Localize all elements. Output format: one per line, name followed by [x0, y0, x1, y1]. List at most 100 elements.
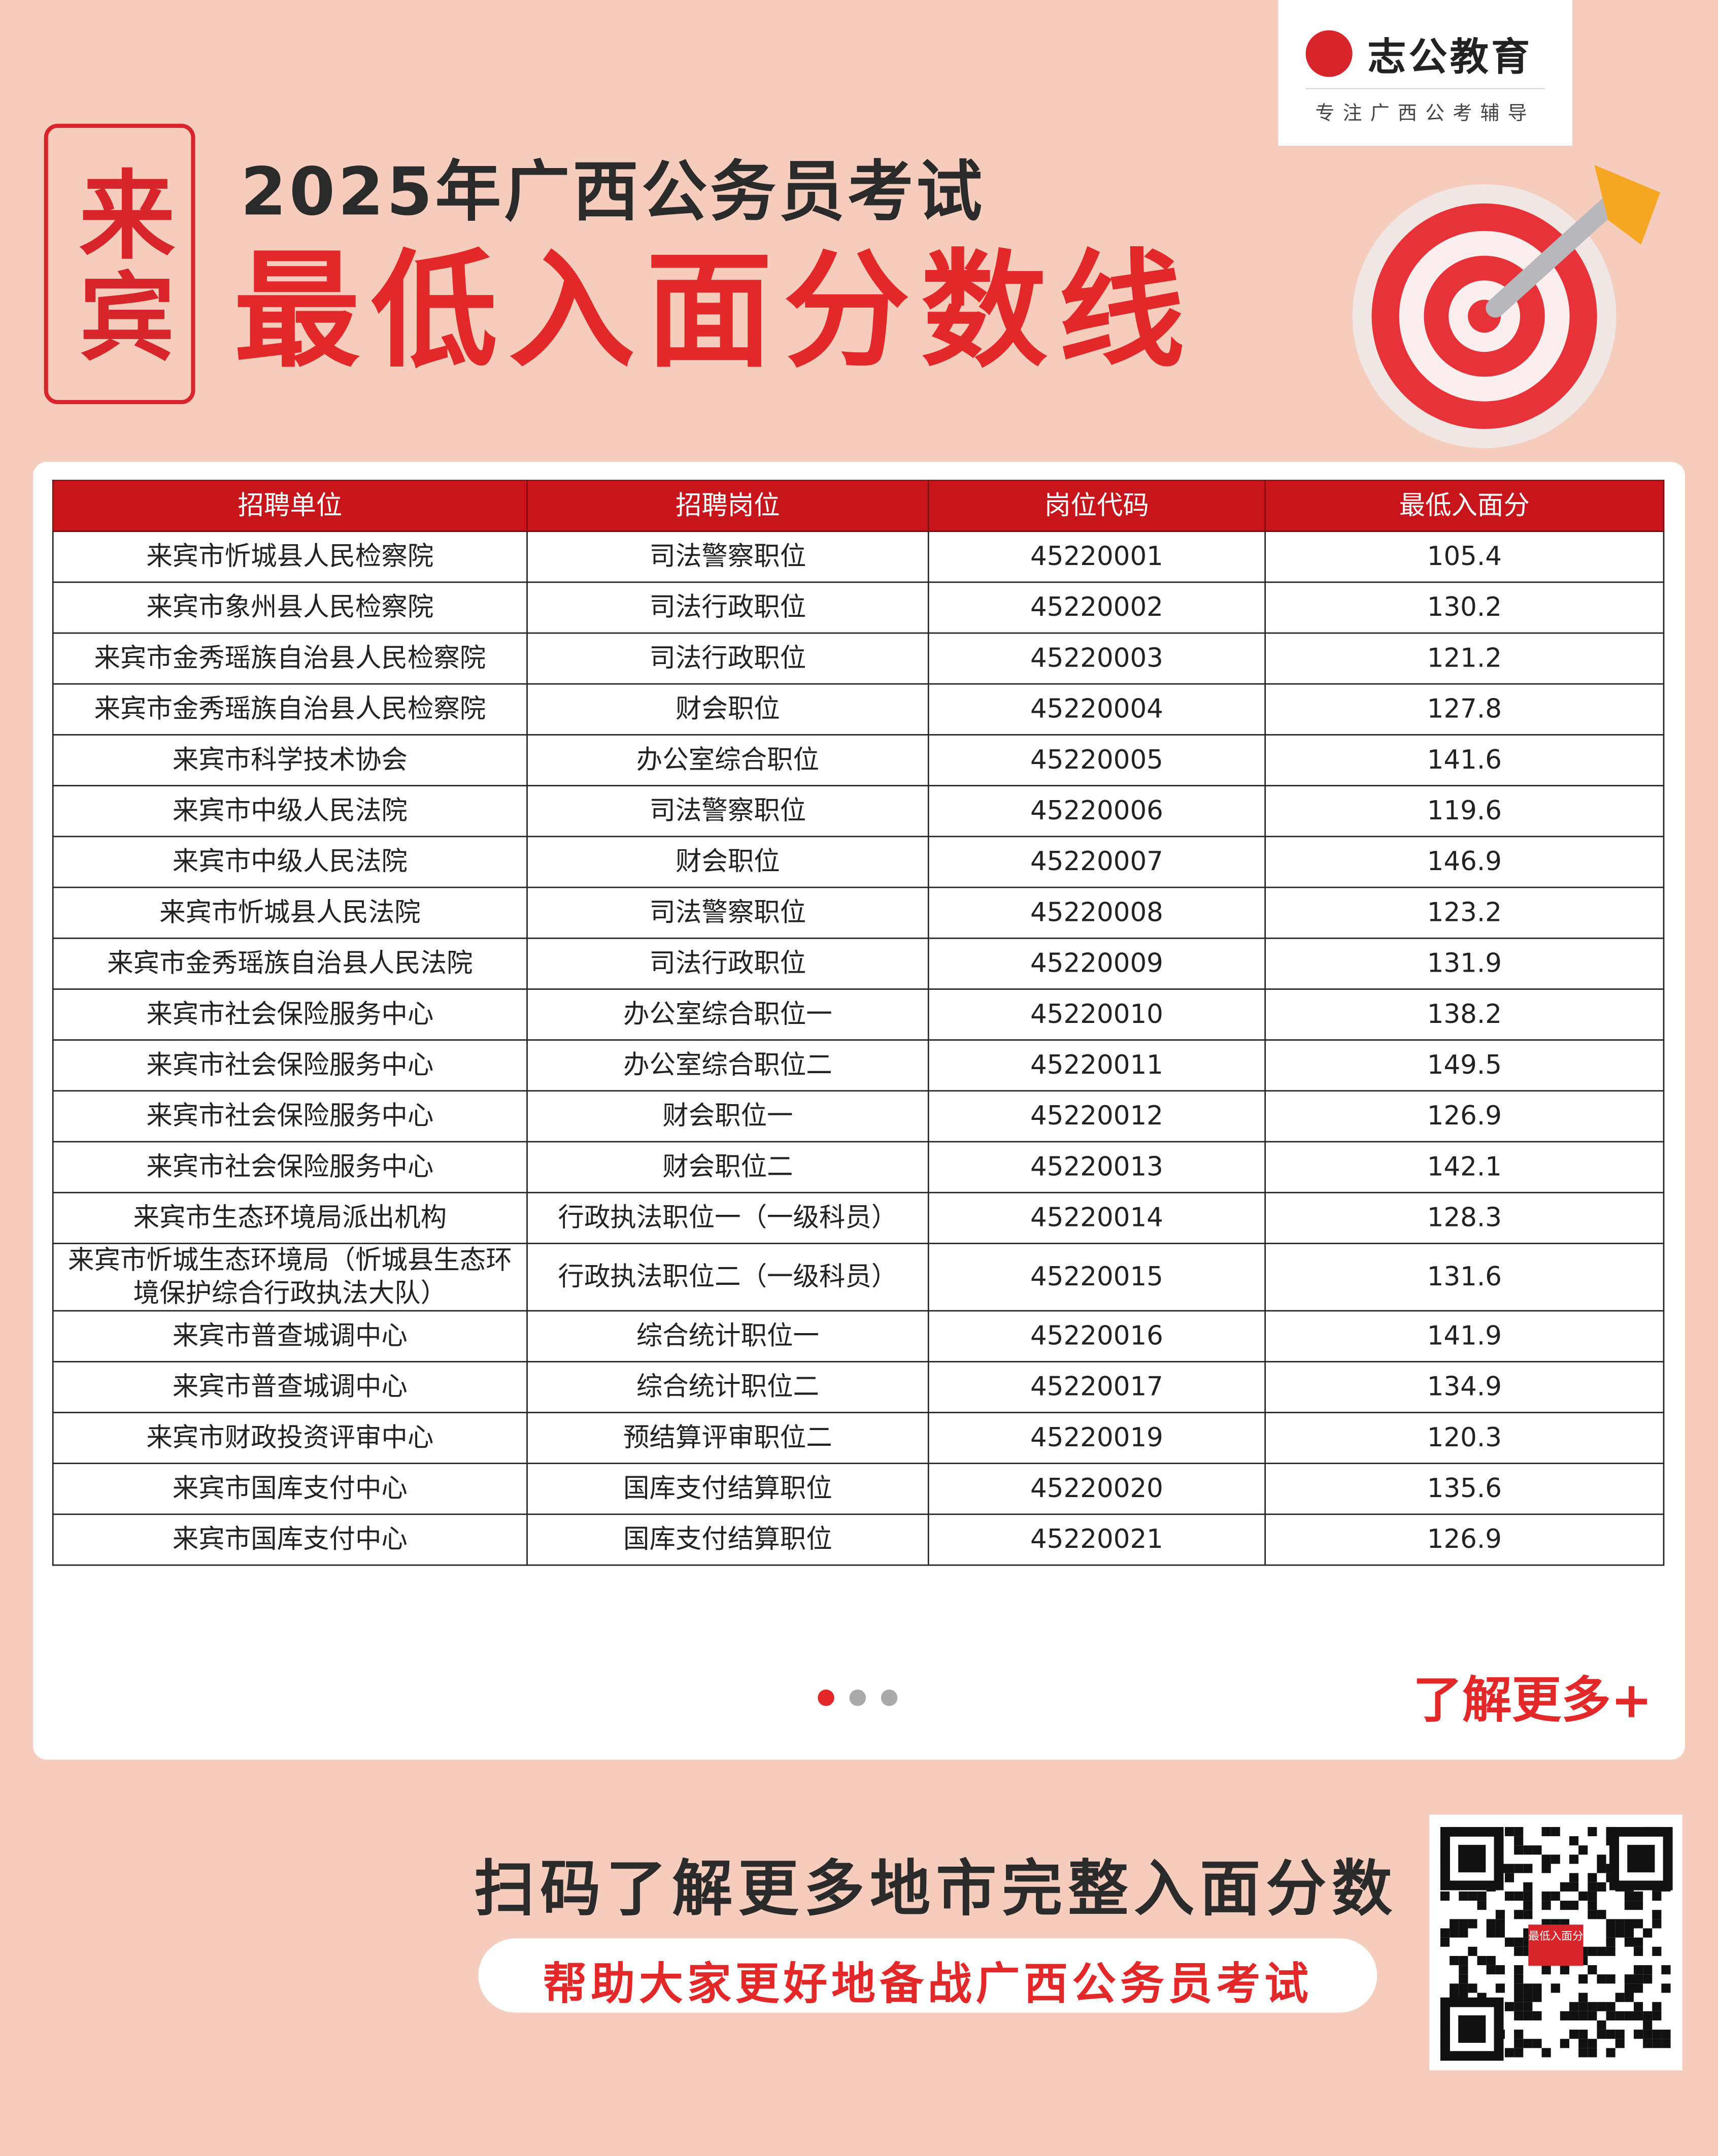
more-link[interactable]: 了解更多+	[1412, 1673, 1653, 1730]
table-cell: 134.9	[1264, 1361, 1665, 1413]
qr-module	[1532, 2039, 1542, 2048]
column-header: 最低入面分	[1264, 480, 1665, 532]
qr-code[interactable]	[1429, 1814, 1682, 2071]
table-cell: 126.9	[1264, 1513, 1665, 1566]
qr-module	[1633, 1965, 1643, 1975]
qr-module	[1597, 2002, 1606, 2011]
qr-module	[1569, 1901, 1579, 1910]
table-row: 来宾市金秀瑶族自治县人民法院 司法行政职位 45220009 131.9	[52, 937, 1665, 990]
table-cell: 138.2	[1264, 988, 1665, 1041]
qr-module	[1624, 1928, 1634, 1938]
table-cell: 来宾市金秀瑶族自治县人民法院	[52, 937, 528, 990]
table-row: 来宾市国库支付中心 国库支付结算职位 45220021 126.9	[52, 1513, 1665, 1566]
table-cell: 105.4	[1264, 530, 1665, 583]
qr-module	[1633, 1983, 1643, 1993]
qr-module	[1504, 2048, 1514, 2058]
qr-module	[1523, 1845, 1533, 1855]
table-cell: 司法警察职位	[526, 886, 929, 939]
table-cell: 财会职位一	[526, 1090, 929, 1143]
qr-module	[1560, 1882, 1569, 1892]
qr-module	[1450, 1928, 1459, 1938]
qr-module	[1504, 1873, 1514, 1882]
qr-module	[1661, 1983, 1671, 1993]
qr-module	[1606, 1937, 1615, 1947]
qr-module	[1514, 1891, 1524, 1901]
qr-module	[1569, 2011, 1579, 2020]
qr-module	[1495, 1910, 1505, 1919]
qr-module	[1541, 2048, 1551, 2058]
dot[interactable]	[849, 1689, 866, 1706]
qr-module	[1615, 2030, 1625, 2039]
table-cell: 131.9	[1264, 937, 1665, 990]
qr-module	[1532, 1845, 1542, 1855]
qr-module	[1532, 2011, 1542, 2020]
qr-module	[1652, 1919, 1662, 1929]
score-table: 招聘单位 招聘岗位 岗位代码 最低入面分 来宾市忻城县人民检察院 司法警察职位 45220…	[52, 480, 1665, 1566]
qr-module	[1606, 2011, 1615, 2020]
qr-module	[1440, 1891, 1450, 1901]
qr-module	[1523, 1983, 1533, 1993]
qr-module	[1569, 1836, 1579, 1846]
table-cell: 45220005	[927, 734, 1266, 786]
dot[interactable]	[818, 1689, 834, 1706]
qr-module	[1588, 1910, 1597, 1919]
table-cell: 45220019	[927, 1412, 1266, 1465]
qr-module	[1624, 1993, 1634, 2002]
carousel-dots	[818, 1689, 898, 1706]
table-cell: 135.6	[1264, 1463, 1665, 1515]
qr-module	[1459, 1919, 1468, 1929]
table-row: 来宾市普查城调中心 综合统计职位一 45220016 141.9	[52, 1310, 1665, 1363]
qr-module	[1633, 2030, 1643, 2039]
table-cell: 来宾市科学技术协会	[52, 734, 528, 786]
qr-module	[1514, 1993, 1524, 2002]
target-icon	[1352, 164, 1661, 448]
qr-module	[1504, 2002, 1514, 2011]
qr-finder	[1458, 2015, 1486, 2043]
table-row: 来宾市象州县人民检察院 司法行政职位 45220002 130.2	[52, 581, 1665, 634]
table-cell: 来宾市中级人民法院	[52, 836, 528, 888]
dot[interactable]	[881, 1689, 898, 1706]
qr-module	[1514, 1965, 1524, 1975]
table-cell: 128.3	[1264, 1191, 1665, 1244]
qr-module	[1514, 1845, 1524, 1855]
table-cell: 行政执法职位二（一级科员）	[526, 1243, 929, 1312]
qr-module	[1578, 2030, 1588, 2039]
table-row: 来宾市普查城调中心 综合统计职位二 45220017 134.9	[52, 1361, 1665, 1413]
table-cell: 来宾市象州县人民检察院	[52, 581, 528, 634]
column-header: 岗位代码	[927, 480, 1266, 532]
table-row: 来宾市社会保险服务中心 财会职位二 45220013 142.1	[52, 1141, 1665, 1193]
qr-module	[1477, 1891, 1487, 1901]
qr-module	[1606, 1946, 1615, 1956]
qr-module	[1597, 2030, 1606, 2039]
logo-slogan: 专注广西公考辅导	[1315, 103, 1535, 125]
table-cell: 国库支付结算职位	[526, 1463, 929, 1515]
qr-module	[1486, 1955, 1496, 1966]
qr-module	[1588, 2039, 1597, 2048]
column-header: 招聘单位	[52, 480, 528, 532]
city: 来宾	[63, 164, 176, 369]
table-row: 来宾市忻城县人民法院 司法警察职位 45220008 123.2	[52, 886, 1665, 939]
table-cell: 149.5	[1264, 1039, 1665, 1092]
logo-name: 志公教育	[1367, 34, 1533, 80]
qr-module	[1495, 1928, 1505, 1938]
table-cell: 来宾市国库支付中心	[52, 1463, 528, 1515]
table-cell: 127.8	[1264, 683, 1665, 736]
qr-module	[1633, 1937, 1643, 1947]
qr-module	[1633, 1891, 1643, 1901]
qr-module	[1459, 1965, 1468, 1975]
qr-module	[1459, 1983, 1468, 1993]
qr-module	[1597, 2020, 1606, 2030]
qr-module	[1514, 1827, 1524, 1837]
city-box	[44, 123, 195, 405]
qr-module	[1624, 1891, 1634, 1901]
table-row: 来宾市中级人民法院 财会职位 45220007 146.9	[52, 836, 1665, 888]
qr-module	[1578, 2039, 1588, 2048]
qr-module	[1560, 1901, 1569, 1910]
qr-module	[1541, 1965, 1551, 1975]
table-cell: 130.2	[1264, 581, 1665, 634]
qr-module	[1514, 2011, 1524, 2020]
qr-module	[1532, 1983, 1542, 1993]
qr-pattern	[1440, 1827, 1673, 2061]
qr-module	[1514, 2030, 1524, 2039]
table-cell: 来宾市金秀瑶族自治县人民检察院	[52, 632, 528, 685]
